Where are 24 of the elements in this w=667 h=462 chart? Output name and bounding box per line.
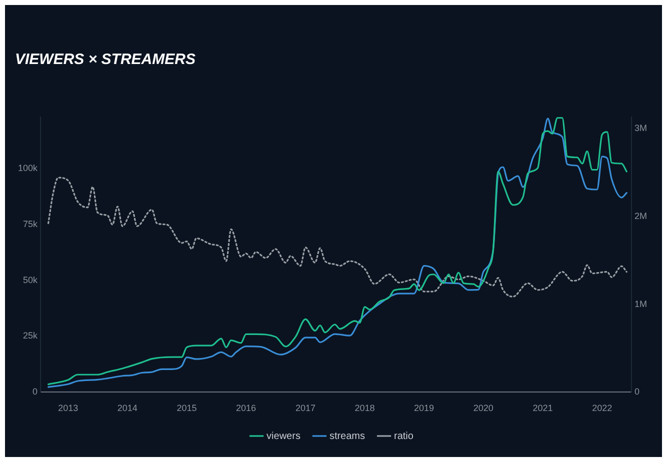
legend-label: streams xyxy=(329,430,366,442)
y2-tick-label: 1M xyxy=(634,298,648,309)
chart-title: VIEWERS × STREAMERS xyxy=(15,51,196,68)
legend-label: viewers xyxy=(266,430,300,442)
y-tick-label: 75k xyxy=(23,218,38,229)
y2-tick-label: 3M xyxy=(634,122,648,133)
x-tick-label: 2018 xyxy=(354,403,375,414)
y2-tick-label: 2M xyxy=(634,210,648,221)
x-tick-label: 2020 xyxy=(473,403,494,414)
x-tick-label: 2021 xyxy=(532,403,553,414)
y-tick-label: 0 xyxy=(32,386,38,397)
line-series xyxy=(48,176,628,298)
x-tick-label: 2016 xyxy=(236,403,256,414)
y-tick-label: 50k xyxy=(23,274,38,285)
x-tick-label: 2013 xyxy=(58,403,78,414)
x-tick-label: 2014 xyxy=(117,403,138,414)
x-tick-label: 2019 xyxy=(414,403,434,414)
x-tick-label: 2015 xyxy=(176,403,197,414)
x-tick-label: 2017 xyxy=(295,403,316,414)
y-tick-label: 25k xyxy=(23,330,38,341)
y-tick-label: 100k xyxy=(18,162,38,173)
x-tick-label: 2022 xyxy=(592,403,612,414)
legend-label: ratio xyxy=(394,430,414,442)
y2-tick-label: 0 xyxy=(634,386,640,397)
